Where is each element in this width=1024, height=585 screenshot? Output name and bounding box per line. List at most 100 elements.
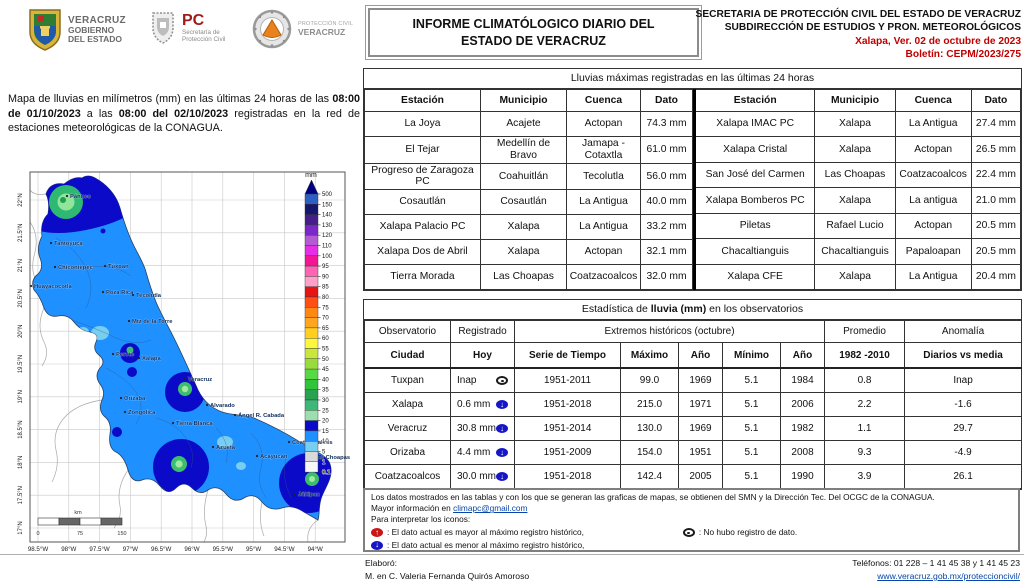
table-row: La Joya Acajete Actopan 74.3 mm (364, 111, 693, 137)
svg-text:70: 70 (322, 316, 329, 322)
cell: La Antigua (894, 263, 972, 291)
column-header: Serie de Tiempo (514, 342, 621, 369)
contact-email-link[interactable]: climapc@gmail.com (453, 503, 528, 514)
table-row: Xalapa IMAC PC Xalapa La Antigua 27.4 mm (693, 110, 1022, 138)
header-registrado: Registrado (450, 320, 515, 343)
header-observatorio: Observatorio (364, 320, 451, 343)
cell: 20.5 mm (970, 238, 1022, 265)
observatory-row: Tuxpan Inap 1951-2011 99.0 1969 5.1 1984 0.8 Ina… (364, 367, 1023, 393)
svg-text:19°N: 19°N (18, 390, 24, 403)
avg-cell: 2.2 (824, 392, 906, 417)
cell: La Antigua (894, 110, 972, 138)
min-cell: 5.1 (722, 367, 781, 393)
cell: Las Choapas (814, 161, 896, 189)
column-header: Cuenca (894, 89, 972, 112)
cell: 22.4 mm (970, 161, 1022, 189)
column-header: Año (779, 342, 826, 369)
cell: Xalapa IMAC PC (693, 110, 816, 138)
svg-text:18.5°N: 18.5°N (18, 420, 24, 438)
svg-text:20°N: 20°N (18, 324, 24, 337)
svg-text:94°W: 94°W (308, 546, 323, 553)
svg-text:90: 90 (322, 274, 329, 280)
svg-text:1: 1 (322, 460, 326, 466)
cell: Xalapa CFE (693, 263, 816, 291)
report-title-box: INFORME CLIMATÓLOGICO DIARIO DEL ESTADO … (365, 5, 702, 60)
cell: Chacaltianguis (693, 238, 816, 265)
svg-text:98°W: 98°W (61, 546, 76, 553)
min-year-cell: 2006 (779, 392, 826, 417)
notes-box: Los datos mostrados en las tablas y con … (363, 488, 1020, 552)
anomaly-cell: 26.1 (904, 464, 1023, 489)
svg-text:75: 75 (77, 531, 83, 537)
cell: Jamapa - Cotaxtla (566, 136, 641, 164)
min-cell: 5.1 (722, 440, 781, 465)
svg-text:km: km (74, 510, 82, 516)
svg-text:Chicontepec: Chicontepec (58, 265, 94, 271)
series-cell: 1951-2018 (514, 392, 621, 417)
cell: Xalapa Bomberos PC (693, 187, 816, 214)
svg-text:95: 95 (322, 264, 329, 270)
cell: Xalapa Dos de Abril (364, 239, 481, 266)
cell: Las Choapas (480, 264, 567, 291)
svg-text:10: 10 (322, 439, 329, 445)
max-cell: 215.0 (620, 392, 679, 417)
svg-text:30: 30 (322, 398, 329, 404)
pc-line2: Protección Civil (182, 36, 226, 43)
observatory-row: Orizaba 4.4 mm 1951-2009154.019515.120089.… (364, 440, 1023, 465)
svg-text:150: 150 (322, 202, 333, 208)
lower-than-record-icon (496, 448, 508, 457)
column-header: Estación (693, 89, 816, 112)
max-rain-table-left: Estación Municipio Cuenca Dato La Joya Acaje… (364, 89, 693, 291)
cell: Xalapa (814, 136, 896, 163)
column-header: Ciudad (364, 342, 451, 369)
city-cell: Tuxpan (364, 367, 451, 393)
cell: Medellín de Bravo (480, 136, 567, 164)
pc-secretaria-label: PC Secretaría de Protección Civil (182, 12, 226, 43)
pc-secretaria-logo: PC Secretaría de Protección Civil (150, 10, 225, 46)
table-row: Xalapa Bomberos PC Xalapa La antigua 21.0 m… (693, 187, 1022, 214)
footer-divider (0, 554, 1024, 555)
svg-text:Mtz de la Torre: Mtz de la Torre (132, 319, 173, 325)
cell: 61.0 mm (640, 136, 693, 164)
avg-cell: 0.8 (824, 367, 906, 393)
anomaly-cell: 29.7 (904, 416, 1023, 441)
column-header: Municipio (480, 89, 567, 112)
table-row: Xalapa CFE Xalapa La Antigua 20.4 mm (693, 263, 1022, 291)
svg-text:20: 20 (322, 419, 329, 425)
cell: San José del Carmen (693, 161, 816, 189)
cell: Xalapa (480, 214, 567, 241)
svg-text:0.1: 0.1 (322, 470, 331, 476)
observatory-stats-table: Estadística de lluvia (mm) en los observ… (363, 299, 1023, 490)
intro-date-start: 08:00 de 01/10/2023 (8, 93, 360, 120)
svg-text:150: 150 (117, 531, 126, 537)
no-data-icon (682, 528, 695, 538)
cell: 20.5 mm (970, 212, 1022, 240)
column-header: Municipio (814, 89, 896, 112)
cell: Coahuitlán (480, 162, 567, 191)
organization-block: SECRETARIA DE PROTECCIÓN CIVIL DEL ESTAD… (673, 8, 1021, 61)
svg-text:19.5°N: 19.5°N (18, 355, 24, 373)
stats-title-bold: lluvia (mm) (650, 303, 707, 315)
table-row: Xalapa Dos de Abril Xalapa Actopan 32.1 mm (364, 239, 693, 266)
table-header-row: Estación Municipio Cuenca Dato (693, 89, 1022, 112)
column-header: Mínimo (722, 342, 781, 369)
legend-lower-text: : El dato actual es menor al máximo regi… (387, 539, 585, 550)
today-cell: 0.6 mm (450, 392, 515, 417)
footer-contact-block: Teléfonos: 01 228 – 1 41 45 38 y 1 41 45… (852, 557, 1020, 583)
svg-text:97.5°W: 97.5°W (89, 546, 110, 553)
cell: 21.0 mm (970, 187, 1022, 214)
today-cell: Inap (450, 367, 515, 393)
max-year-cell: 1951 (678, 440, 723, 465)
legend-row-2: : El dato actual es menor al máximo regi… (371, 540, 1012, 551)
min-cell: 5.1 (722, 392, 781, 417)
proteccion-civil-veracruz-logo: PROTECCIÓN CIVIL VERACRUZ (252, 9, 353, 49)
cell: Progreso de Zaragoza PC (364, 162, 481, 191)
column-header: Hoy (450, 342, 515, 369)
cell: El Tejar (364, 136, 481, 164)
column-header: 1982 -2010 (824, 342, 906, 369)
series-cell: 1951-2014 (514, 416, 621, 441)
footer-website-link[interactable]: www.veracruz.gob.mx/proteccioncivil/ (877, 570, 1020, 581)
avg-cell: 9.3 (824, 440, 906, 465)
neighbor-state-boundaries (29, 189, 319, 543)
map-axis-labels: 98.5°W 98°W 97.5°W 97°W 96.5°W 96°W 95.5°W 95°W… (18, 193, 323, 553)
